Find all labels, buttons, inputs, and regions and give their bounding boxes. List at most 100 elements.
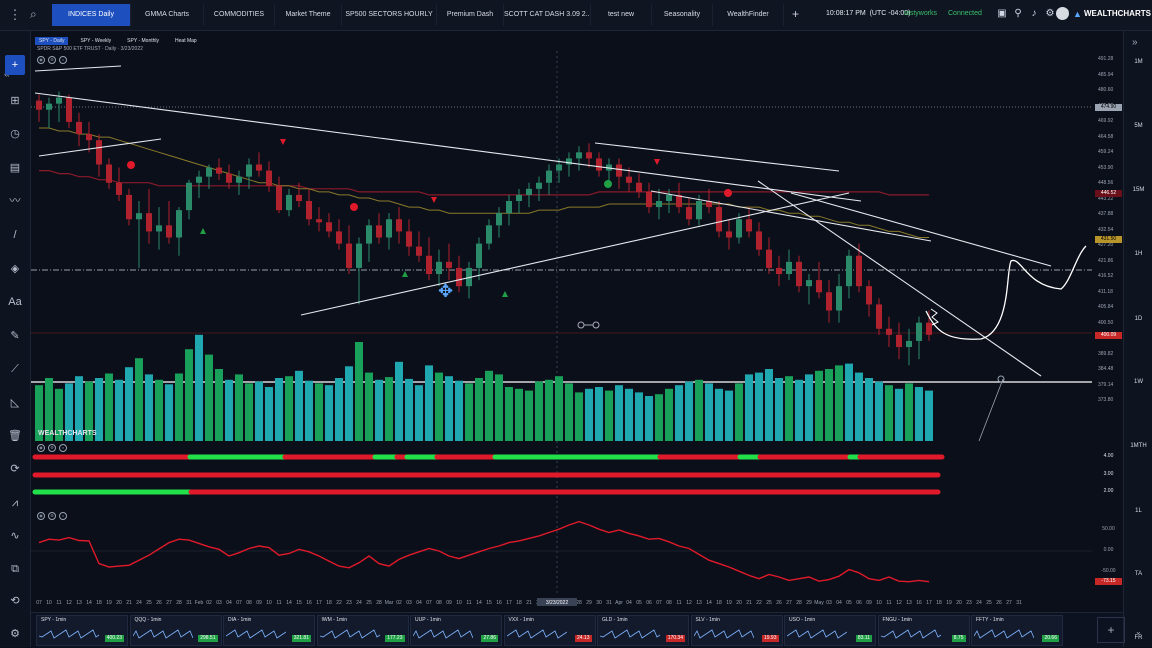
- trend-line[interactable]: [594, 142, 840, 172]
- chart-type-icon[interactable]: ⩘: [11, 497, 19, 509]
- trend-icon[interactable]: 〰: [9, 195, 21, 207]
- watchlist-tile[interactable]: QQQ - 1min 298.51: [129, 615, 222, 646]
- collapse-right-icon[interactable]: »: [1132, 37, 1138, 48]
- tab-5[interactable]: Premium Dash: [437, 4, 504, 26]
- watchlist-tile[interactable]: SPY - 1min 400.23: [36, 615, 128, 646]
- gear-icon[interactable]: ⚙: [1045, 8, 1055, 19]
- grid-icon[interactable]: ⊞: [10, 95, 20, 107]
- pin-icon[interactable]: ⚲: [1014, 8, 1022, 19]
- clock-icon[interactable]: ◷: [10, 128, 20, 140]
- tab-0[interactable]: INDICES Daily: [52, 4, 131, 26]
- tab-9[interactable]: WealthFinder: [713, 4, 784, 26]
- trend-line[interactable]: [650, 190, 932, 242]
- trend-line[interactable]: [34, 92, 862, 202]
- volume-bar: [175, 373, 183, 441]
- candle: [686, 207, 692, 220]
- price-chart[interactable]: ✥07 10 11 12 13 14 18 19 20 21 24 25 26 27 28 31 Feb 02 03…: [31, 31, 1092, 611]
- shape-icon[interactable]: ◈: [10, 263, 20, 275]
- close-small-icon[interactable]: ×: [59, 444, 67, 452]
- tab-6[interactable]: SCOTT CAT DASH 3.09 2...: [504, 4, 591, 26]
- chevron-down-icon[interactable]: ⌄: [1135, 627, 1142, 636]
- text-icon[interactable]: Aa: [8, 296, 22, 308]
- handle-icon[interactable]: [577, 321, 585, 329]
- copy-icon[interactable]: ⧉: [11, 563, 19, 575]
- tab-2[interactable]: COMMODITIES: [204, 4, 275, 26]
- candle: [506, 200, 512, 214]
- date-tick-label: 04: [416, 600, 422, 606]
- timeframe-1h[interactable]: 1H: [1134, 251, 1143, 257]
- chart-tab-1[interactable]: SPY - Weekly: [80, 38, 112, 44]
- projection-handle[interactable]: [997, 375, 1005, 383]
- close-small-icon[interactable]: ×: [59, 56, 67, 64]
- eye-icon[interactable]: ◉: [37, 444, 45, 452]
- broker-user[interactable]: tastyworks: [904, 10, 938, 17]
- trend-line[interactable]: [300, 192, 850, 316]
- chart-tab-3[interactable]: Heat Map: [175, 38, 197, 44]
- eye-icon[interactable]: ◉: [37, 512, 45, 520]
- tab-4[interactable]: SP500 SECTORS HOURLY: [342, 4, 437, 26]
- sync-icon[interactable]: ⟲: [10, 595, 20, 607]
- trash-icon[interactable]: 🗑: [8, 430, 22, 442]
- timeframe-1m[interactable]: 1M: [1134, 59, 1143, 65]
- settings-icon[interactable]: ⚙: [10, 628, 20, 640]
- projection-line[interactable]: [978, 378, 1004, 442]
- calendar-icon[interactable]: ▤: [9, 162, 21, 174]
- chart-tab-2[interactable]: SPY - Monthly: [127, 38, 160, 44]
- freehand-drawing[interactable]: [925, 245, 1087, 340]
- watchlist-tile[interactable]: UUP - 1min 27.86: [410, 615, 502, 646]
- watchlist-tile[interactable]: SLV - 1min 19.93: [690, 615, 783, 646]
- eye-icon[interactable]: ◉: [37, 56, 45, 64]
- volume-bar: [895, 388, 903, 441]
- timeframe-1w[interactable]: 1W: [1134, 379, 1143, 385]
- watchlist-tile[interactable]: GLD - 1min 170.34: [597, 615, 689, 646]
- measure-icon[interactable]: ◺: [10, 397, 20, 409]
- menu-icon[interactable]: ⋮: [8, 7, 22, 22]
- settings-small-icon[interactable]: ⚙: [48, 512, 56, 520]
- volume-bar: [105, 373, 113, 441]
- trend-line[interactable]: [757, 180, 1042, 377]
- tab-3[interactable]: Market Theme: [275, 4, 342, 26]
- timeframe-ta[interactable]: TA: [1134, 571, 1143, 577]
- date-tick-label: 17: [316, 600, 322, 606]
- timeframe-1l[interactable]: 1L: [1135, 508, 1142, 514]
- tab-8[interactable]: Seasonality: [652, 4, 713, 26]
- timeframe-1d[interactable]: 1D: [1134, 316, 1143, 322]
- timeframe-5m[interactable]: 5M: [1134, 123, 1143, 129]
- timeframe-1mth[interactable]: 1MTH: [1130, 443, 1147, 449]
- watchlist-tile[interactable]: IWM - 1min 177.23: [316, 615, 409, 646]
- trend-line[interactable]: [34, 65, 122, 72]
- trend-line[interactable]: [38, 138, 162, 157]
- watchlist-tile[interactable]: DIA - 1min 321.81: [223, 615, 315, 646]
- freehand-scribble[interactable]: [930, 308, 939, 326]
- price-axis[interactable]: 491.28485.94480.60475.26469.92464.58459.…: [1092, 48, 1122, 608]
- timeframe-15m[interactable]: 15M: [1132, 187, 1145, 193]
- indicator-icon[interactable]: ∿: [10, 530, 20, 542]
- pencil-icon[interactable]: ✎: [10, 330, 20, 342]
- avatar[interactable]: [1056, 7, 1069, 20]
- bell-icon[interactable]: ♪: [1031, 8, 1037, 19]
- chart-tab-0[interactable]: SPY - Daily: [35, 37, 69, 45]
- tab-7[interactable]: test new: [591, 4, 652, 26]
- date-tick-label: 03: [826, 600, 832, 606]
- add-tab-icon[interactable]: +: [792, 7, 800, 21]
- add-drawing-icon[interactable]: +: [5, 55, 25, 75]
- watchlist-tile[interactable]: FNGU - 1min 8.75: [877, 615, 970, 646]
- watchlist-tile[interactable]: FFTY - 1min 20.66: [971, 615, 1063, 646]
- search-icon[interactable]: ⌕: [30, 7, 37, 21]
- date-tick-label: 09: [866, 600, 872, 606]
- ruler-icon[interactable]: ⟋: [11, 363, 19, 375]
- watchlist-tile[interactable]: USO - 1min 83.11: [784, 615, 876, 646]
- save-icon[interactable]: ▣: [997, 8, 1007, 19]
- settings-small-icon[interactable]: ⚙: [48, 444, 56, 452]
- candle: [446, 261, 452, 268]
- line-tool-icon[interactable]: /: [13, 229, 17, 241]
- settings-small-icon[interactable]: ⚙: [48, 56, 56, 64]
- timeframe-fr[interactable]: FR: [1134, 635, 1143, 641]
- watchlist-tile[interactable]: VXX - 1min 24.13: [503, 615, 596, 646]
- tab-1[interactable]: GMMA Charts: [131, 4, 204, 26]
- trend-line[interactable]: [790, 192, 1052, 267]
- add-watchlist-button[interactable]: +: [1097, 617, 1125, 643]
- handle-icon[interactable]: [592, 321, 600, 329]
- refresh-icon[interactable]: ⟳: [10, 463, 20, 475]
- close-small-icon[interactable]: ×: [59, 512, 67, 520]
